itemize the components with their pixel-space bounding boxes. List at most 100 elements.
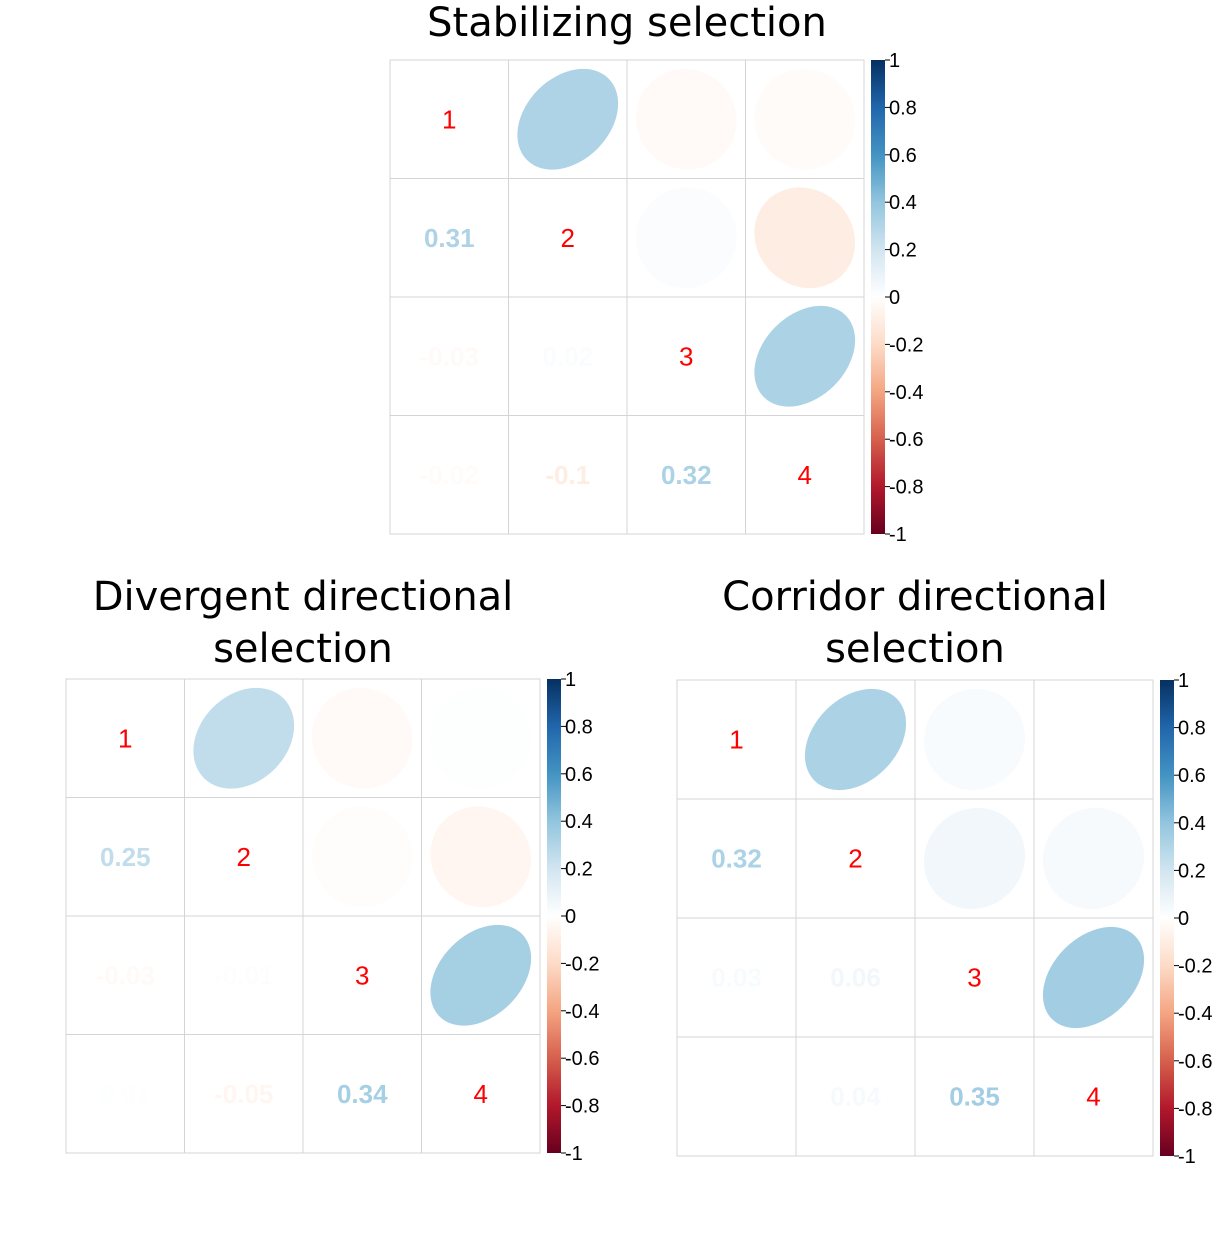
variable-label: 4 [798,460,812,490]
correlation-value: 0.35 [949,1082,1000,1112]
color-legend-bar [547,679,561,1153]
correlation-ellipse [635,68,737,170]
grid-cell [676,798,797,919]
legend-tick-label: -0.6 [889,429,923,451]
correlation-value: -0.03 [420,341,479,371]
legend-tick-label: 0.2 [1178,860,1206,882]
variable-label: 2 [561,223,575,253]
grid-cell [508,178,628,298]
legend-tick-label: -0.2 [1178,956,1212,978]
correlation-value: -0.1 [545,460,590,490]
corrplot-panel-2: Divergent directional selection 1 0.25 2 -0.0… [65,574,599,1165]
correlation-value: 0.32 [711,844,762,874]
grid-cell [184,797,304,917]
correlation-ellipse [1042,688,1145,791]
correlation-value: 0.04 [830,1082,881,1112]
legend-tick-label: 1 [889,50,900,72]
correlation-value: -0.05 [214,1079,273,1109]
legend-tick-label: -0.8 [1178,1098,1212,1120]
variable-label: 3 [967,963,981,993]
correlation-ellipse [635,187,737,289]
variable-label: 4 [474,1079,488,1109]
legend-tick-label: 0 [1178,908,1189,930]
legend-tick-label: -1 [565,1143,583,1165]
variable-label: 4 [1086,1082,1100,1112]
correlation-value: 0.01 [100,1079,151,1109]
legend-tick-label: 0 [889,287,900,309]
grid-cell [389,178,509,298]
legend-tick-label: 0.8 [1178,718,1206,740]
legend-tick-label: 0.4 [1178,813,1206,835]
correlation-value: 0.34 [337,1079,388,1109]
correlation-value: 0.32 [661,460,712,490]
grid-cell [184,915,304,1035]
legend-tick-label: 0.2 [565,859,593,881]
grid-cell [302,1034,422,1154]
correlation-value: 0.03 [711,963,762,993]
grid-cell [795,917,916,1038]
correlation-ellipse [754,187,856,289]
grid-cell [914,1036,1035,1157]
grid-cell [676,917,797,1038]
grid-cell [65,797,185,917]
correlation-ellipse [430,924,532,1026]
grid-cell [65,678,185,798]
variable-label: 2 [237,842,251,872]
correlation-value: 0.31 [424,223,475,253]
variable-label: 3 [679,341,693,371]
correlation-ellipse [311,687,413,789]
color-legend-bar [871,60,885,534]
grid-cell [795,798,916,919]
legend-tick-label: 1 [1178,670,1189,692]
correlation-value: 0.25 [100,842,151,872]
legend-tick-label: -0.8 [889,477,923,499]
chart-title: selection [825,626,1005,672]
variable-label: 1 [118,723,132,753]
legend-tick-label: -0.4 [565,1001,599,1023]
grid-cell [389,415,509,535]
chart-title: Stabilizing selection [427,0,827,46]
correlation-ellipse [754,68,856,170]
legend-tick-label: -0.6 [565,1048,599,1070]
correlation-ellipse [754,305,856,407]
legend-tick-label: 0.4 [565,811,593,833]
chart-title: Divergent directional [93,574,514,620]
chart-title: selection [213,626,393,672]
correlation-ellipse [923,688,1026,791]
legend-tick-label: 0.8 [889,97,917,119]
legend-tick-label: 0.6 [1178,765,1206,787]
legend-tick-label: 0 [565,906,576,928]
legend-tick-label: -0.2 [889,334,923,356]
grid-cell [626,415,746,535]
chart-title: Corridor directional [722,574,1108,620]
correlation-ellipse [517,68,619,170]
legend-tick-label: -1 [1178,1146,1196,1168]
correlation-value: 0.02 [542,341,593,371]
grid-cell [508,415,628,535]
legend-tick-label: 0.4 [889,192,917,214]
legend-tick-label: -0.8 [565,1096,599,1118]
grid-cell [676,679,797,800]
correlation-value: -0.03 [96,960,155,990]
correlation-value: -0.01 [214,960,273,990]
grid-cell [421,1034,541,1154]
correlation-ellipse [1042,807,1145,910]
grid-cell [184,1034,304,1154]
legend-tick-label: 0.6 [889,145,917,167]
legend-tick-label: 0.2 [889,240,917,262]
grid-cell [65,1034,185,1154]
legend-tick-label: -1 [889,524,907,546]
grid-cell [389,59,509,179]
grid-cell [745,415,865,535]
legend-tick-label: -0.2 [565,953,599,975]
grid-cell [1033,1036,1154,1157]
variable-label: 1 [729,725,743,755]
corrplot-panel-1: Stabilizing selection 1 0.31 2 -0.03 0.02 3 -0.… [389,0,923,546]
correlation-value: -0.02 [420,460,479,490]
grid-cell [914,917,1035,1038]
legend-tick-label: 0.8 [565,716,593,738]
legend-tick-label: -0.4 [1178,1003,1212,1025]
legend-tick-label: -0.6 [1178,1051,1212,1073]
variable-label: 1 [442,104,456,134]
